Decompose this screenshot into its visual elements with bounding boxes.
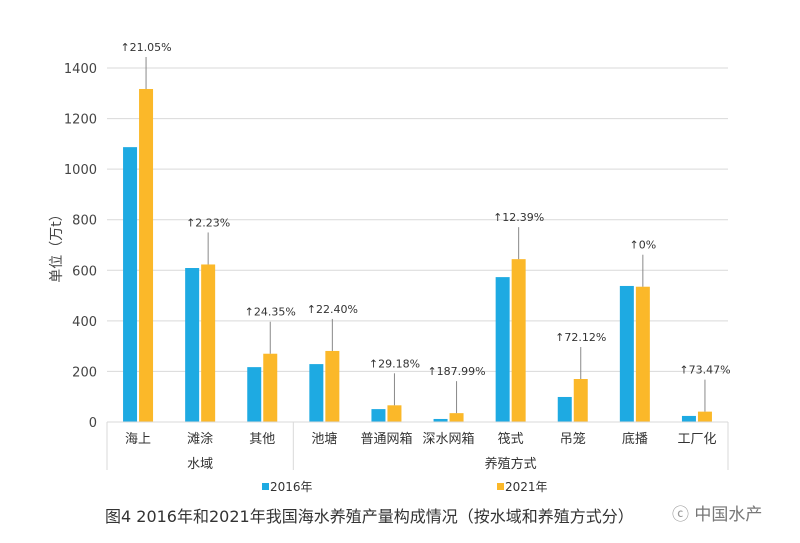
bar-2021 bbox=[697, 411, 712, 422]
bar-2021 bbox=[511, 259, 526, 422]
category-label: 工厂化 bbox=[677, 432, 716, 447]
figure-caption: 图4 2016年和2021年我国海水养殖产量构成情况（按水域和养殖方式分） bbox=[105, 507, 634, 526]
change-annotation: ↑22.40% bbox=[307, 303, 358, 316]
group-label: 养殖方式 bbox=[485, 456, 537, 472]
legend-swatch bbox=[262, 483, 269, 490]
wechat-icon: ⓒ bbox=[672, 505, 689, 525]
watermark: ⓒ 中国水产 bbox=[672, 500, 762, 525]
y-tick-label: 1200 bbox=[64, 113, 97, 128]
change-annotation: ↑72.12% bbox=[555, 331, 606, 344]
bar-2016 bbox=[433, 418, 448, 422]
bar-2016 bbox=[123, 147, 138, 422]
category-label: 海上 bbox=[125, 432, 151, 447]
bar-2021 bbox=[573, 379, 588, 422]
change-annotation: ↑73.47% bbox=[679, 364, 730, 377]
bar-2016 bbox=[619, 285, 634, 422]
category-label: 底播 bbox=[622, 431, 648, 447]
legend-swatch bbox=[497, 483, 504, 490]
bar-2021 bbox=[139, 88, 154, 422]
category-label: 深水网箱 bbox=[423, 431, 475, 447]
bar-2021 bbox=[449, 413, 464, 422]
bar-2016 bbox=[557, 396, 572, 422]
change-annotation: ↑24.35% bbox=[245, 306, 296, 319]
bar-2021 bbox=[325, 350, 340, 422]
change-annotation: ↑12.39% bbox=[493, 211, 544, 224]
group-label: 水域 bbox=[187, 457, 213, 472]
change-annotation: ↑29.18% bbox=[369, 357, 420, 370]
bar-2016 bbox=[681, 415, 696, 422]
y-tick-label: 400 bbox=[72, 315, 97, 330]
legend-label: 2016年 bbox=[270, 480, 313, 494]
bar-2021 bbox=[635, 286, 650, 422]
y-tick-label: 1400 bbox=[64, 62, 97, 77]
category-label: 筏式 bbox=[498, 431, 524, 447]
y-axis-label: 单位（万t） bbox=[49, 207, 65, 283]
category-label: 池塘 bbox=[311, 431, 337, 447]
y-tick-label: 200 bbox=[72, 365, 97, 380]
category-label: 其他 bbox=[249, 432, 275, 447]
change-annotation: ↑21.05% bbox=[120, 41, 171, 54]
change-annotation: ↑187.99% bbox=[427, 365, 485, 378]
legend-label: 2021年 bbox=[505, 480, 548, 494]
category-label: 吊笼 bbox=[560, 431, 586, 447]
category-label: 滩涂 bbox=[187, 431, 213, 447]
bar-2021 bbox=[263, 353, 278, 422]
bar-2016 bbox=[309, 364, 324, 422]
bar-2016 bbox=[495, 277, 510, 422]
bar-2016 bbox=[185, 268, 200, 422]
bar-chart: 0 200 400 600 800 1000 1200 1400 单位（万t） 水域 养殖方式 海上 ↑… bbox=[49, 41, 731, 494]
y-tick-label: 1000 bbox=[64, 163, 97, 178]
bar-2021 bbox=[201, 264, 216, 422]
category-label: 普通网箱 bbox=[360, 431, 412, 447]
change-annotation: ↑2.23% bbox=[186, 216, 230, 229]
watermark-text: 中国水产 bbox=[694, 505, 763, 525]
y-tick-label: 600 bbox=[72, 264, 97, 279]
y-tick-label: 800 bbox=[72, 214, 97, 229]
y-tick-label: 0 bbox=[89, 416, 97, 431]
bar-2016 bbox=[247, 367, 262, 422]
change-annotation: ↑0% bbox=[630, 239, 657, 252]
bar-2021 bbox=[387, 405, 402, 422]
bar-2016 bbox=[371, 409, 386, 422]
